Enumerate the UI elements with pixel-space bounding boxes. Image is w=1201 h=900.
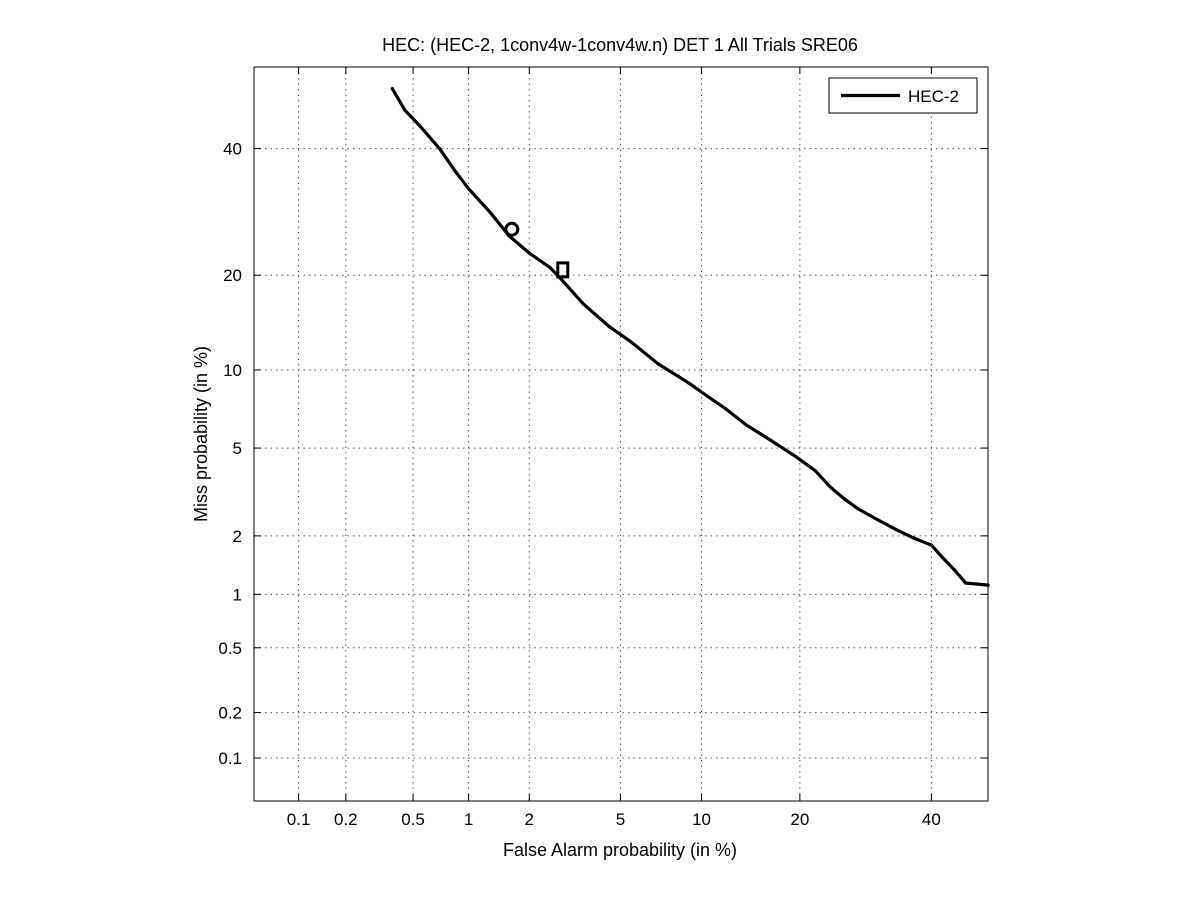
y-tick-label: 40 [223,140,242,159]
x-tick-label: 10 [692,810,711,829]
series-point [912,536,916,540]
y-tick-label: 0.5 [218,639,242,658]
series-point [875,517,879,522]
series-point [489,211,493,215]
operating-point-markers [504,221,570,279]
series-point [467,187,471,191]
y-tick-label: 20 [223,266,242,285]
x-tick-label: 0.2 [334,810,358,829]
series-layer [390,87,990,587]
plot-frame [253,66,989,802]
series-point [794,455,798,459]
legend: HEC-2 [828,77,978,114]
x-tick-label: 2 [525,810,534,829]
series-point [453,169,457,173]
y-axis-title: Miss probability (in %) [191,346,211,522]
y-tick-label: 5 [233,439,242,458]
x-tick-label: 20 [790,810,809,829]
x-tick-label: 0.1 [287,810,311,829]
min-dcf-circle-marker [504,221,520,237]
x-tick-labels: 0.1 0.2 0.5 1 2 5 10 20 40 [287,810,941,829]
x-tick-label: 1 [464,810,473,829]
chart-title: HEC: (HEC-2, 1conv4w-1conv4w.n) DET 1 Al… [382,35,858,55]
series-point [894,527,898,532]
series-point [842,497,846,501]
tick-marks [254,67,988,801]
legend-label-hec-2: HEC-2 [908,87,959,106]
series-point [964,581,968,585]
x-axis-title: False Alarm probability (in %) [503,840,737,860]
y-tick-label: 1 [233,585,242,604]
series-point [390,87,394,91]
x-tick-label: 5 [616,810,625,829]
series-point [768,438,772,442]
series-point [581,302,585,306]
series-point [548,266,552,270]
x-tick-label: 0.5 [401,810,425,829]
y-tick-labels: 0.1 0.2 0.5 1 2 5 10 20 40 [218,140,242,768]
series-point [723,407,728,411]
series-point [686,381,690,385]
series-point [437,147,442,151]
y-tick-label: 0.1 [218,749,242,768]
series-point [706,394,710,399]
series-point [929,543,934,547]
series-point [656,362,660,366]
series-point [607,325,611,329]
series-point [856,507,860,511]
series-point [527,251,531,255]
series-point [403,108,407,112]
series-point [813,469,818,473]
series-point [986,583,990,587]
actual-dcf-square-marker [556,261,570,279]
y-tick-label: 10 [223,361,242,380]
series-point [629,340,633,344]
y-tick-label: 0.2 [218,704,242,723]
series-point [941,556,945,560]
y-tick-label: 2 [233,527,242,546]
series-point [952,568,956,572]
series-point [744,423,749,427]
series-point [828,485,832,489]
x-tick-label: 40 [922,810,941,829]
series-point [418,124,422,129]
